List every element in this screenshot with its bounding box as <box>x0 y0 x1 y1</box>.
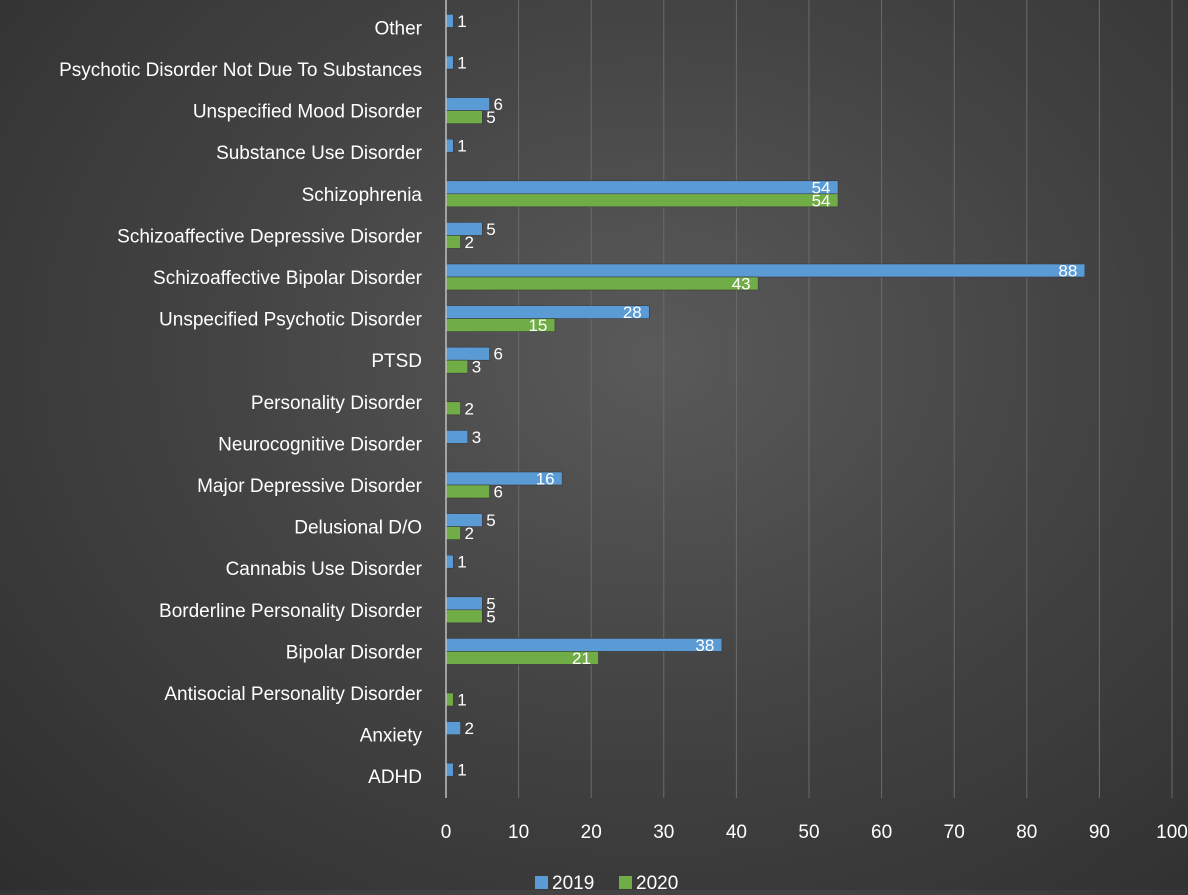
bar-2020 <box>445 110 483 124</box>
data-label: 2 <box>465 719 474 738</box>
x-tick-label: 20 <box>581 822 602 843</box>
category-label: Other <box>374 18 422 39</box>
category-label: Neurocognitive Disorder <box>218 434 422 455</box>
category-label: Schizoaffective Bipolar Disorder <box>153 268 423 289</box>
bar-2020 <box>445 235 461 249</box>
category-label: Schizoaffective Depressive Disorder <box>117 226 423 247</box>
category-label: Personality Disorder <box>251 393 423 414</box>
data-label: 1 <box>457 137 466 156</box>
data-label: 6 <box>494 345 503 364</box>
bar-2019 <box>445 762 454 777</box>
category-label: Borderline Personality Disorder <box>159 601 423 622</box>
data-label: 1 <box>457 12 466 31</box>
data-label: 88 <box>1058 262 1077 281</box>
bar-2019 <box>445 263 1086 278</box>
data-label: 38 <box>695 636 714 655</box>
data-label: 28 <box>623 303 642 322</box>
data-label: 21 <box>572 649 591 668</box>
data-label: 5 <box>486 220 495 239</box>
category-label: ADHD <box>368 767 422 788</box>
x-tick-label: 40 <box>726 822 747 843</box>
x-tick-label: 70 <box>944 822 965 843</box>
bar-2019 <box>445 596 483 611</box>
bar-2019 <box>445 346 490 361</box>
gridlines <box>518 0 1173 798</box>
bar-2019 <box>445 430 469 444</box>
legend-label-2019: 2019 <box>552 873 594 890</box>
bar-2020 <box>445 609 483 624</box>
bar-2020 <box>445 401 461 416</box>
category-label: Schizophrenia <box>302 185 423 206</box>
category-label: Antisocial Personality Disorder <box>164 684 422 705</box>
bar-2019 <box>445 14 454 28</box>
x-tick-label: 0 <box>441 822 452 843</box>
data-label: 3 <box>472 428 481 447</box>
data-label: 6 <box>494 483 503 502</box>
bar-2020 <box>445 276 759 291</box>
category-label: Delusional D/O <box>294 518 422 539</box>
bar-2019 <box>445 55 454 70</box>
data-label: 5 <box>486 594 495 613</box>
category-label: Cannabis Use Disorder <box>226 559 423 580</box>
x-tick-label: 100 <box>1156 822 1188 843</box>
data-label: 15 <box>528 316 547 335</box>
data-label: 43 <box>732 275 751 294</box>
legend-swatch-2019 <box>535 876 548 889</box>
bar-2019 <box>445 138 454 153</box>
category-label: Major Depressive Disorder <box>197 476 423 497</box>
category-label: Anxiety <box>360 726 423 747</box>
data-label: 2 <box>465 399 474 418</box>
data-label: 6 <box>494 95 503 114</box>
x-tick-label: 80 <box>1016 822 1037 843</box>
x-tick-label: 10 <box>508 822 529 843</box>
data-label: 1 <box>457 691 466 710</box>
data-label: 1 <box>457 761 466 780</box>
legend-swatch-2020 <box>619 876 632 889</box>
legend-label-2020: 2020 <box>636 873 678 890</box>
data-label: 54 <box>812 191 831 210</box>
bar-2020 <box>445 692 454 707</box>
bar-2019 <box>445 97 490 111</box>
data-label: 5 <box>486 108 495 127</box>
legend: 2019 2020 <box>535 873 678 894</box>
data-label: 1 <box>457 553 466 572</box>
bars <box>445 14 1086 777</box>
data-label: 1 <box>457 54 466 73</box>
category-label: Psychotic Disorder Not Due To Substances <box>59 60 422 81</box>
data-label: 3 <box>472 358 481 377</box>
bar-2019 <box>445 554 454 569</box>
bar-2020 <box>445 359 469 374</box>
bar-2020 <box>445 484 490 499</box>
data-label: 5 <box>486 607 495 626</box>
data-label: 16 <box>536 470 555 489</box>
category-label: Substance Use Disorder <box>216 143 423 164</box>
bar-2020 <box>445 526 461 540</box>
data-label: 2 <box>465 524 474 543</box>
x-tick-label: 30 <box>653 822 674 843</box>
category-label: Unspecified Mood Disorder <box>193 102 423 123</box>
x-tick-label: 50 <box>798 822 819 843</box>
category-label: Unspecified Psychotic Disorder <box>159 310 423 331</box>
data-label: 2 <box>465 233 474 252</box>
bar-2019 <box>445 305 650 319</box>
bar-2020 <box>445 193 839 208</box>
data-label: 5 <box>486 511 495 530</box>
data-label: 54 <box>812 178 831 197</box>
x-tick-label: 90 <box>1089 822 1110 843</box>
labels: 0 10 20 30 40 50 60 70 80 90 100 ADHD 1 Anxiety 2 Antis… <box>59 12 1188 843</box>
x-tick-label: 60 <box>871 822 892 843</box>
bar-2019 <box>445 721 461 735</box>
bar-2019 <box>445 180 839 195</box>
category-label: Bipolar Disorder <box>286 642 423 663</box>
category-label: PTSD <box>371 351 422 372</box>
